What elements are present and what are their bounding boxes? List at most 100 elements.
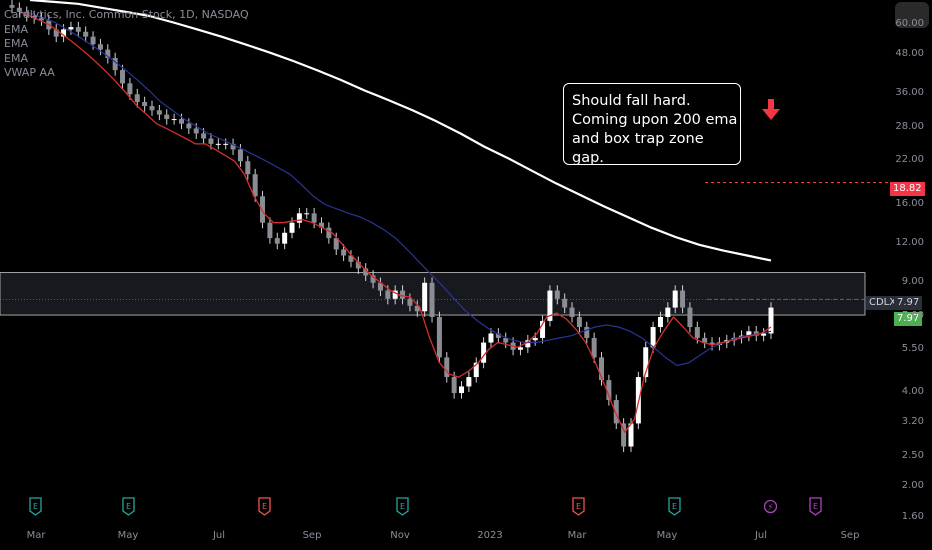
- candle-body: [215, 143, 221, 145]
- candle-body: [326, 227, 332, 239]
- svg-text:E: E: [33, 502, 38, 511]
- candle-body: [53, 29, 59, 37]
- candle-body: [665, 307, 671, 317]
- price-axis-tick: 48.00: [895, 48, 924, 60]
- candle-body: [385, 290, 391, 299]
- candle-body: [444, 357, 450, 378]
- earnings-event-icon[interactable]: E: [809, 497, 822, 516]
- candle-body: [252, 174, 258, 197]
- candle-body: [562, 298, 568, 308]
- candle-body: [341, 249, 347, 256]
- candle-body: [355, 261, 361, 269]
- candle-body: [495, 333, 501, 338]
- candle-body: [282, 232, 288, 244]
- candle-body: [208, 138, 214, 144]
- candle-body: [547, 290, 553, 321]
- candle-body: [517, 347, 523, 350]
- candle-body: [149, 106, 155, 111]
- candle-body: [466, 377, 472, 387]
- candle-body: [451, 377, 457, 394]
- candle-body: [97, 44, 103, 50]
- time-axis-tick: 2023: [477, 530, 503, 541]
- price-axis-tick: 1.60: [901, 510, 924, 522]
- symbol-tag: CDLX: [866, 296, 900, 310]
- split-event-icon[interactable]: ⚡: [764, 497, 777, 516]
- candle-body: [687, 307, 693, 328]
- price-axis-tick: 4.00: [901, 386, 924, 398]
- candle-body: [296, 213, 302, 223]
- candle-body: [436, 316, 442, 358]
- candle-body: [591, 337, 597, 358]
- candle-body: [134, 94, 140, 103]
- earnings-event-icon[interactable]: E: [396, 497, 409, 516]
- candle-body: [267, 222, 273, 239]
- candle-body: [142, 102, 148, 107]
- candle-body: [392, 290, 398, 299]
- earnings-event-icon[interactable]: E: [668, 497, 681, 516]
- candle-body: [488, 333, 494, 343]
- candle-body: [304, 213, 310, 215]
- alert-price-label: 18.82: [890, 182, 925, 196]
- candle-body: [83, 31, 89, 37]
- candle-body: [621, 423, 627, 447]
- candle-body: [90, 36, 96, 45]
- price-axis-tick: 9.00: [901, 275, 924, 287]
- time-axis-tick: May: [656, 530, 678, 541]
- time-axis-tick: Nov: [390, 530, 410, 541]
- candle-body: [16, 7, 22, 12]
- candle-body: [584, 327, 590, 338]
- candle-body: [473, 362, 479, 378]
- legend-vwap[interactable]: VWAP AA: [4, 66, 55, 79]
- annotation-callout[interactable]: Should fall hard. Coming upon 200 ema an…: [563, 83, 741, 166]
- svg-text:E: E: [262, 502, 267, 511]
- price-axis-tick: 2.00: [901, 480, 924, 492]
- legend-ema-2[interactable]: EMA: [4, 37, 28, 50]
- candle-body: [186, 123, 192, 129]
- candle-body: [459, 386, 465, 394]
- candle-body: [156, 110, 162, 115]
- candle-body: [657, 316, 663, 328]
- candle-body: [400, 290, 406, 299]
- candle-body: [274, 238, 280, 244]
- candle-body: [201, 133, 207, 139]
- ema-200-line: [29, 0, 772, 262]
- candle-body: [554, 290, 560, 299]
- candle-body: [38, 18, 44, 21]
- candle-body: [503, 337, 509, 343]
- price-axis-tick: 60.00: [895, 17, 924, 29]
- candle-body: [24, 11, 30, 17]
- candle-body: [370, 275, 376, 283]
- legend-ema-3[interactable]: EMA: [4, 51, 28, 65]
- ema-red-line: [19, 11, 772, 433]
- time-axis-tick: Jul: [754, 530, 768, 541]
- earnings-event-icon[interactable]: E: [122, 497, 135, 516]
- candle-body: [61, 29, 67, 37]
- earnings-event-icon[interactable]: E: [29, 497, 42, 516]
- svg-text:E: E: [672, 502, 677, 511]
- chart-zoom-button[interactable]: [895, 2, 929, 28]
- candle-body: [414, 305, 420, 312]
- candle-body: [105, 49, 111, 59]
- candle-body: [694, 327, 700, 338]
- candle-body: [318, 222, 324, 228]
- candle-body: [599, 357, 605, 381]
- candle-body: [289, 222, 295, 233]
- ema-blue-line: [19, 11, 772, 367]
- candle-body: [120, 70, 126, 84]
- earnings-event-icon[interactable]: E: [572, 497, 585, 516]
- candle-body: [672, 290, 678, 308]
- candle-body: [333, 238, 339, 250]
- legend-ema-1[interactable]: EMA: [4, 22, 28, 36]
- price-axis-tick: 22.00: [895, 154, 924, 166]
- price-axis-tick: 5.50: [901, 342, 924, 354]
- down-arrow-icon[interactable]: [762, 99, 780, 121]
- candle-body: [709, 342, 715, 345]
- candle-body: [75, 27, 81, 32]
- candle-body: [761, 333, 767, 336]
- candle-body: [643, 347, 649, 378]
- chart-legend: Cardlytics, Inc. Common Stock, 1D, NASDA…: [4, 8, 249, 81]
- earnings-event-icon[interactable]: E: [258, 497, 271, 516]
- candle-body: [525, 340, 531, 348]
